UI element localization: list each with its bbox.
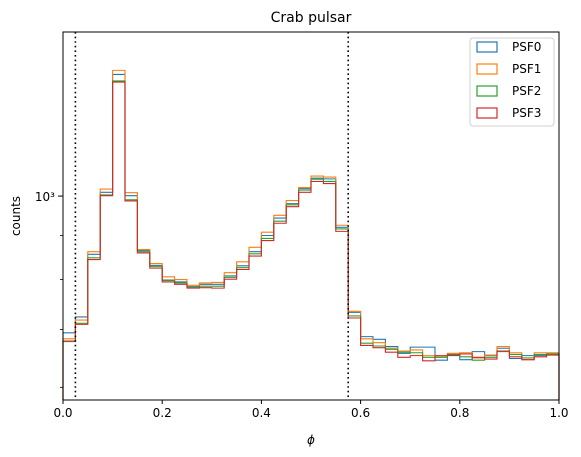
legend-label-psf3: PSF3: [512, 106, 541, 120]
legend-swatch-psf3: [476, 107, 498, 119]
x-tick-label: 1.0: [549, 406, 568, 420]
legend-swatch-psf0: [476, 41, 498, 53]
series-psf3-step: [62, 81, 560, 400]
x-tick-label: 0.4: [252, 406, 271, 420]
legend-swatch-psf1: [476, 63, 498, 75]
x-tick-label: 0.6: [351, 406, 370, 420]
y-axis-label: counts: [9, 196, 23, 236]
legend-label-psf0: PSF0: [512, 40, 541, 54]
legend-label-psf2: PSF2: [512, 84, 541, 98]
legend-box: [469, 37, 555, 127]
y-tick-label: 10³: [35, 190, 55, 204]
x-tick-label: 0.0: [53, 406, 72, 420]
legend-swatch-psf2: [476, 85, 498, 97]
legend: PSF0 PSF1 PSF2 PSF3: [469, 37, 555, 127]
x-tick-label: 0.8: [450, 406, 469, 420]
legend-label-psf1: PSF1: [512, 62, 541, 76]
x-axis-label: ϕ: [307, 433, 315, 447]
plot-area: 0.0 0.2 0.4 0.6 0.8 1.0 10³: [35, 32, 569, 420]
chart-title: Crab pulsar: [271, 10, 352, 26]
plot-frame: [62, 31, 560, 401]
x-tick-label: 0.2: [153, 406, 172, 420]
